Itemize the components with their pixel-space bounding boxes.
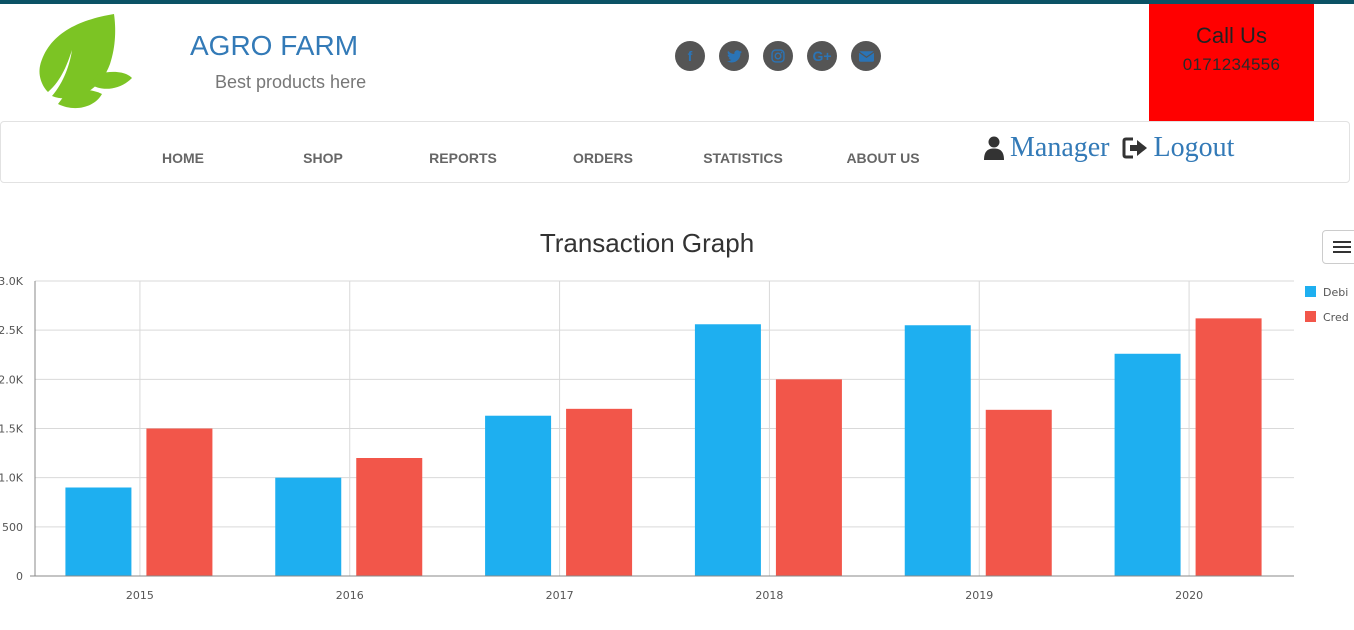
bar-debit: [275, 477, 342, 576]
logout-icon: [1122, 137, 1147, 159]
nav-reports[interactable]: REPORTS: [429, 150, 497, 166]
x-tick-label: 2017: [546, 589, 574, 602]
y-tick-label: 3.0K: [0, 275, 24, 288]
twitter-icon[interactable]: [719, 41, 749, 71]
bar-credit: [566, 408, 633, 576]
main-navbar: HOME SHOP REPORTS ORDERS STATISTICS ABOU…: [0, 121, 1350, 183]
y-tick-label: 500: [2, 521, 23, 534]
x-tick-label: 2016: [336, 589, 364, 602]
nav-about-us[interactable]: ABOUT US: [846, 150, 920, 166]
call-us-phone[interactable]: 0171234556: [1182, 55, 1281, 74]
bar-debit: [485, 415, 552, 576]
nav-home[interactable]: HOME: [162, 150, 204, 166]
bar-credit: [1195, 318, 1262, 576]
bar-debit: [1114, 353, 1181, 576]
leaf-logo: [39, 14, 132, 109]
legend-swatch: [1305, 311, 1316, 322]
bar-credit: [146, 428, 213, 576]
x-tick-label: 2020: [1175, 589, 1203, 602]
y-tick-label: 2.5K: [0, 324, 24, 337]
nav-shop[interactable]: SHOP: [303, 150, 343, 166]
bar-debit: [904, 325, 971, 576]
account-links: Manager Logout: [984, 132, 1234, 164]
x-tick-label: 2019: [965, 589, 993, 602]
x-tick-label: 2015: [126, 589, 154, 602]
nav-orders[interactable]: ORDERS: [573, 150, 633, 166]
y-tick-label: 2.0K: [0, 373, 24, 386]
logout-link[interactable]: Logout: [1153, 132, 1235, 163]
bar-debit: [65, 487, 132, 576]
transaction-bar-chart: 0 500 1.0K 1.5K 2.0K 2.5K 3.0K 2015 2016 2017 2018…: [0, 275, 1349, 602]
brand-subtitle: Best products here: [215, 72, 367, 92]
legend-label: Debi: [1323, 286, 1348, 299]
bar-credit: [775, 379, 842, 576]
call-us-title: Call Us: [1196, 23, 1267, 48]
chart-menu-button[interactable]: [1322, 230, 1354, 264]
envelope-icon[interactable]: [851, 41, 881, 71]
bar-credit: [985, 409, 1052, 576]
instagram-icon[interactable]: [763, 41, 793, 71]
call-us-box: Call Us 0171234556: [1149, 4, 1314, 121]
y-tick-label: 1.5K: [0, 423, 24, 436]
legend-swatch: [1305, 286, 1316, 297]
bar-debit: [694, 324, 761, 576]
nav-statistics[interactable]: STATISTICS: [703, 150, 783, 166]
y-tick-label: 1.0K: [0, 472, 24, 485]
legend-label: Cred: [1323, 311, 1349, 324]
facebook-icon[interactable]: f: [675, 41, 705, 71]
manager-link[interactable]: Manager: [1010, 132, 1110, 163]
y-tick-label: 0: [16, 570, 23, 583]
top-accent-strip: [0, 0, 1354, 4]
user-icon: [984, 136, 1004, 160]
x-tick-label: 2018: [755, 589, 783, 602]
google-plus-icon[interactable]: G+: [807, 41, 837, 71]
social-links: f G+: [675, 41, 881, 71]
chart-title: Transaction Graph: [539, 228, 755, 258]
brand-title: AGRO FARM: [190, 30, 359, 61]
bar-credit: [356, 458, 423, 576]
